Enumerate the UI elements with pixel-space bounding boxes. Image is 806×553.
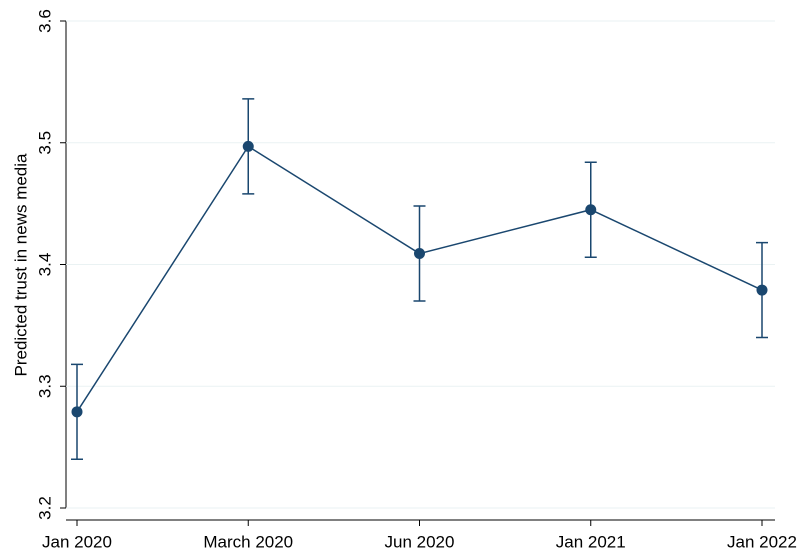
point: [756, 284, 768, 296]
point: [242, 140, 254, 152]
point: [71, 406, 83, 418]
y-tick-label: 3.4: [35, 253, 54, 277]
y-tick-label: 3.6: [35, 9, 54, 33]
x-tick-label: Jan 2020: [42, 532, 112, 551]
y-tick-label: 3.5: [35, 131, 54, 155]
x-tick-label: Jun 2020: [385, 532, 455, 551]
x-tick-label: March 2020: [203, 532, 293, 551]
y-axis-label: Predicted trust in news media: [11, 153, 30, 377]
x-tick-label: Jan 2021: [556, 532, 626, 551]
y-tick-label: 3.2: [35, 496, 54, 520]
x-tick-label: Jan 2022: [727, 532, 797, 551]
point: [585, 204, 597, 216]
point: [414, 248, 425, 260]
y-tick-label: 3.3: [35, 374, 54, 398]
